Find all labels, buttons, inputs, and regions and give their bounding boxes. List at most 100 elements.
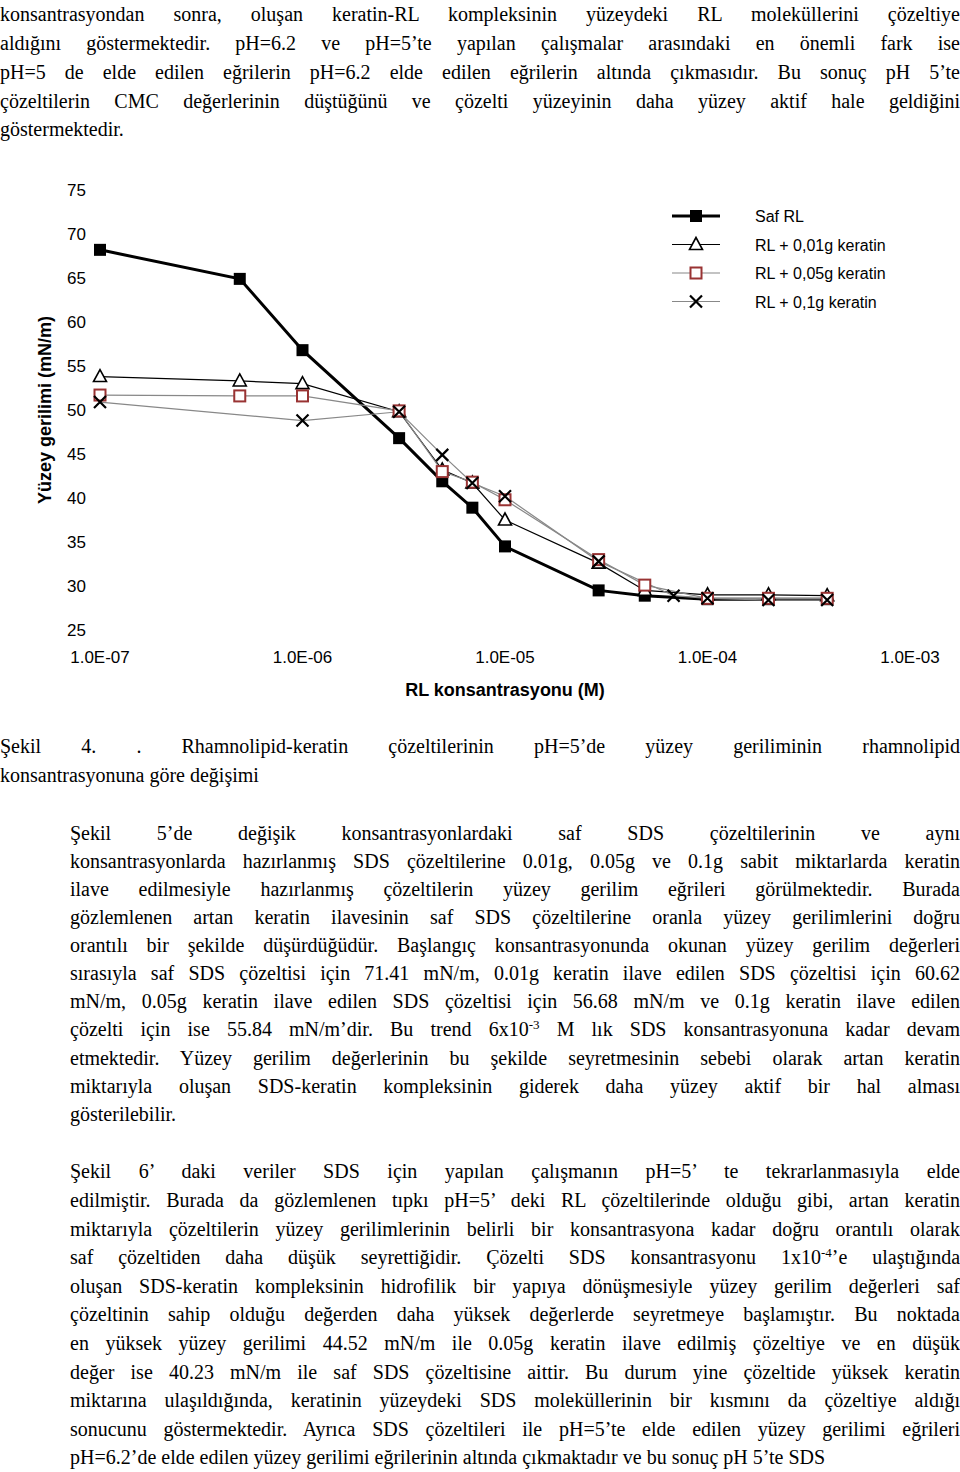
data-point xyxy=(94,370,107,382)
y-tick-label: 70 xyxy=(67,225,86,244)
text-line: Şekil 4. . Rhamnolipid-keratin çözeltile… xyxy=(0,735,960,757)
data-point xyxy=(499,513,512,525)
data-point xyxy=(437,466,448,477)
text-line: çözelti için ise 55.84 mN/m’dir. Bu tren… xyxy=(70,1018,960,1040)
text-line: konsantrasyonlarda hazırlanmış SDS çözel… xyxy=(70,850,960,872)
data-point xyxy=(393,432,405,444)
superscript: -3 xyxy=(529,1017,540,1032)
legend-marker xyxy=(690,296,702,308)
data-point xyxy=(233,374,246,386)
data-point xyxy=(466,477,478,489)
data-point xyxy=(593,584,605,596)
text-line: saf çözeltiden daha düşük seyrettiğidir.… xyxy=(70,1246,960,1268)
text-line: sonucunu göstermektedir. Ayrıca SDS çöze… xyxy=(70,1418,960,1440)
x-tick-label: 1.0E-06 xyxy=(273,648,333,667)
data-point xyxy=(234,390,245,401)
data-point xyxy=(821,593,833,605)
text-line: orantılı bir şekilde düşürdüğüdür. Başla… xyxy=(70,934,960,956)
y-tick-label: 30 xyxy=(67,577,86,596)
data-point xyxy=(593,555,605,567)
text-line: mN/m, 0.05g keratin ilave edilen SDS çöz… xyxy=(70,990,960,1012)
series-line xyxy=(100,377,827,596)
text-line: değer ise 40.23 mN/m ile saf SDS çözelti… xyxy=(70,1361,960,1383)
data-point xyxy=(393,406,405,418)
data-point xyxy=(668,590,680,602)
y-tick-label: 55 xyxy=(67,357,86,376)
data-point xyxy=(821,594,833,606)
data-point xyxy=(762,593,774,605)
data-point xyxy=(593,554,604,565)
data-point xyxy=(296,377,309,389)
legend-label: RL + 0,01g keratin xyxy=(755,237,886,254)
chart: 25303540455055606570751.0E-071.0E-061.0E… xyxy=(0,0,960,720)
y-tick-label: 45 xyxy=(67,445,86,464)
text-line: oluşan SDS-keratin kompleksinin hidrofil… xyxy=(70,1275,960,1297)
y-tick-label: 50 xyxy=(67,401,86,420)
data-point xyxy=(763,593,774,604)
series-line xyxy=(100,402,827,600)
series-line xyxy=(100,250,827,599)
data-point xyxy=(297,390,308,401)
legend-marker xyxy=(690,210,702,222)
legend-label: RL + 0,05g keratin xyxy=(755,265,886,282)
text-line: sırasıyla saf SDS çözeltisi için 71.41 m… xyxy=(70,962,960,984)
legend-label: Saf RL xyxy=(755,208,804,225)
text-line: miktarıyla çözeltilerin yüzey gerilimler… xyxy=(70,1218,960,1240)
data-point xyxy=(297,415,309,427)
text-run: çözelti için ise 55.84 mN/m’dir. Bu tren… xyxy=(70,1018,529,1040)
data-point xyxy=(702,593,714,605)
data-point xyxy=(466,476,479,488)
data-point xyxy=(702,592,714,604)
text-run: M lık SDS konsantrasyonuna kadar devam xyxy=(540,1018,960,1040)
text-line: miktarıyla oluşan SDS-keratin kompleksin… xyxy=(70,1075,960,1097)
data-point xyxy=(702,593,713,604)
text-line: ilave edilmesiyle hazırlanmış çözeltiler… xyxy=(70,878,960,900)
text-run: saf çözeltiden daha düşük seyrettiğidir.… xyxy=(70,1246,821,1268)
data-point xyxy=(639,580,650,591)
series-line xyxy=(100,395,827,598)
x-tick-label: 1.0E-04 xyxy=(678,648,738,667)
text-line: gösterilebilir. xyxy=(70,1103,960,1125)
text-line: Şekil 6’ daki veriler SDS için yapılan ç… xyxy=(70,1160,960,1182)
y-tick-label: 25 xyxy=(67,621,86,640)
text-line: çözeltilerin CMC değerlerinin düştüğünü … xyxy=(0,90,960,112)
superscript: -4 xyxy=(821,1245,832,1260)
x-tick-label: 1.0E-03 xyxy=(880,648,940,667)
y-axis-label: Yüzey gerilimi (mN/m) xyxy=(35,316,55,504)
data-point xyxy=(94,244,106,256)
text-line: konsantrasyonuna göre değişimi xyxy=(0,764,960,786)
data-point xyxy=(297,344,309,356)
data-point xyxy=(393,405,406,417)
legend: Saf RL RL + 0,01g keratin RL + 0,05g kerat… xyxy=(672,208,886,311)
y-tick-label: 40 xyxy=(67,489,86,508)
data-point xyxy=(822,593,833,604)
text-line: edilmiştir. Burada da gözlemlenen tıpkı … xyxy=(70,1189,960,1211)
y-tick-label: 60 xyxy=(67,313,86,332)
data-point xyxy=(436,449,448,461)
x-axis-label: RL konsantrasyonu (M) xyxy=(405,680,605,700)
data-point xyxy=(466,502,478,514)
legend-label: RL + 0,1g keratin xyxy=(755,294,877,311)
data-point xyxy=(499,490,511,502)
legend-marker xyxy=(690,238,703,250)
y-tick-label: 65 xyxy=(67,269,86,288)
text-run: ’e ulaştığında xyxy=(832,1246,960,1268)
text-line: pH=6.2’de elde edilen yüzey gerilimi eğr… xyxy=(70,1446,960,1468)
y-tick-label: 75 xyxy=(67,181,86,200)
text-line: göstermektedir. xyxy=(0,118,960,140)
text-line: Şekil 5’de değişik konsantrasyonlardaki … xyxy=(70,822,960,844)
x-tick-label: 1.0E-07 xyxy=(70,648,130,667)
text-line: en yüksek yüzey gerilimi 44.52 mN/m ile … xyxy=(70,1332,960,1354)
data-point xyxy=(762,594,774,606)
data-point xyxy=(499,540,511,552)
legend-marker xyxy=(691,268,702,279)
data-point xyxy=(94,396,106,408)
text-line: çözeltinin sahip olduğu değerden daha yü… xyxy=(70,1303,960,1325)
text-line: pH=5 de elde edilen eğrilerin pH=6.2 eld… xyxy=(0,61,960,83)
text-line: miktarına ulaşıldığında, keratinin yüzey… xyxy=(70,1389,960,1411)
data-point xyxy=(234,273,246,285)
text-line: gözlemlenen artan keratin ilavesinin saf… xyxy=(70,906,960,928)
x-tick-label: 1.0E-05 xyxy=(475,648,535,667)
plot-area xyxy=(94,244,834,606)
text-line: aldığını göstermektedir. pH=6.2 ve pH=5’… xyxy=(0,32,960,54)
